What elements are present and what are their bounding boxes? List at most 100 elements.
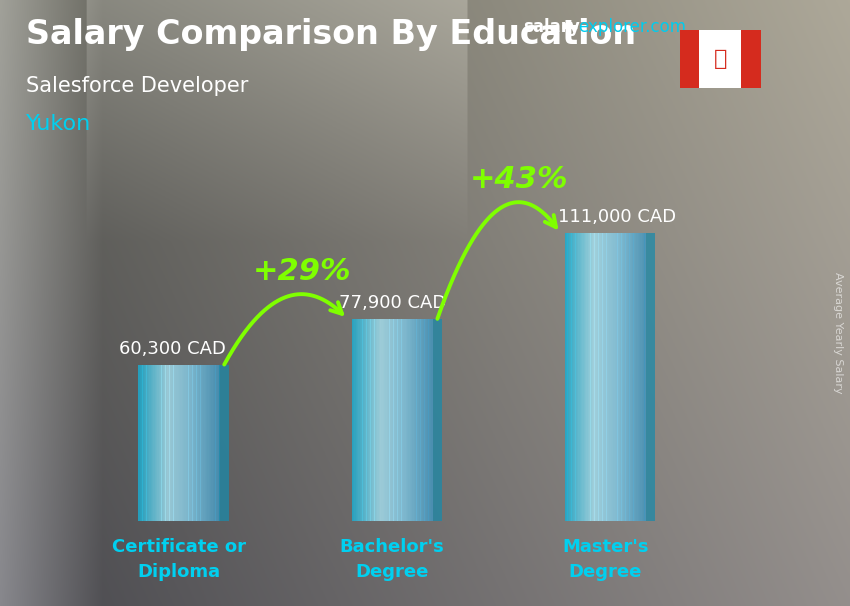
Bar	[360, 319, 361, 521]
Bar	[141, 365, 143, 521]
Bar	[196, 365, 198, 521]
Bar	[190, 365, 191, 521]
Bar	[155, 365, 156, 521]
Bar	[577, 233, 578, 521]
Bar	[152, 365, 154, 521]
Bar	[589, 233, 591, 521]
Bar	[183, 365, 184, 521]
Bar	[394, 319, 395, 521]
Bar	[376, 319, 377, 521]
Bar	[626, 233, 627, 521]
Bar	[212, 365, 214, 521]
Text: salary: salary	[523, 18, 580, 36]
Text: 60,300 CAD: 60,300 CAD	[119, 340, 226, 358]
Bar	[609, 233, 611, 521]
Bar	[410, 319, 411, 521]
Bar	[171, 365, 173, 521]
Bar	[415, 319, 416, 521]
Bar	[205, 365, 206, 521]
Bar	[626, 233, 628, 521]
Bar	[380, 319, 382, 521]
Bar	[414, 319, 415, 521]
Bar	[166, 365, 167, 521]
Bar	[394, 319, 396, 521]
Bar	[640, 233, 642, 521]
Bar	[368, 319, 369, 521]
Bar	[371, 319, 372, 521]
Bar	[427, 319, 428, 521]
Bar	[430, 319, 431, 521]
Bar	[168, 365, 170, 521]
Bar	[382, 319, 384, 521]
Bar	[612, 233, 614, 521]
Bar	[355, 319, 357, 521]
Bar	[139, 365, 140, 521]
Bar	[167, 365, 168, 521]
Bar	[144, 365, 145, 521]
Bar	[396, 319, 398, 521]
Bar	[388, 319, 389, 521]
Bar	[385, 319, 387, 521]
Bar	[162, 365, 164, 521]
Bar	[162, 365, 163, 521]
Bar	[619, 233, 620, 521]
Bar	[378, 319, 380, 521]
Bar	[423, 319, 425, 521]
Bar	[594, 233, 596, 521]
Bar	[601, 233, 603, 521]
Bar	[615, 233, 616, 521]
Bar	[384, 319, 386, 521]
Bar	[143, 365, 144, 521]
Bar	[613, 233, 615, 521]
Bar	[628, 233, 630, 521]
Bar	[362, 319, 364, 521]
Bar	[184, 365, 186, 521]
Bar	[633, 233, 635, 521]
Bar	[354, 319, 356, 521]
Bar	[624, 233, 626, 521]
Bar	[567, 233, 569, 521]
Bar	[399, 319, 400, 521]
Bar	[194, 365, 196, 521]
Bar	[412, 319, 414, 521]
Bar	[218, 365, 219, 521]
Bar	[422, 319, 423, 521]
Bar	[426, 319, 428, 521]
Text: Salesforce Developer: Salesforce Developer	[26, 76, 248, 96]
Bar	[187, 365, 189, 521]
Bar	[433, 319, 442, 521]
Bar	[564, 233, 566, 521]
Bar	[636, 233, 638, 521]
Bar	[215, 365, 217, 521]
Bar	[581, 233, 582, 521]
Bar	[208, 365, 210, 521]
Bar	[431, 319, 433, 521]
Bar	[584, 233, 585, 521]
Bar	[180, 365, 182, 521]
Bar	[153, 365, 155, 521]
Bar	[593, 233, 594, 521]
Bar	[156, 365, 157, 521]
Bar	[575, 233, 577, 521]
Bar	[369, 319, 371, 521]
Bar	[407, 319, 409, 521]
Bar	[389, 319, 391, 521]
Bar	[598, 233, 600, 521]
Bar	[600, 233, 601, 521]
Bar	[741, 30, 761, 88]
Bar	[391, 319, 392, 521]
Bar	[400, 319, 402, 521]
Bar	[139, 365, 141, 521]
Text: +43%: +43%	[469, 165, 568, 195]
Bar	[365, 319, 366, 521]
Bar	[617, 233, 619, 521]
Bar	[203, 365, 205, 521]
Bar	[569, 233, 570, 521]
Bar	[207, 365, 209, 521]
Bar	[620, 233, 621, 521]
Bar	[353, 319, 354, 521]
Bar	[566, 233, 568, 521]
Bar	[398, 319, 399, 521]
Bar	[201, 365, 203, 521]
Bar	[352, 319, 353, 521]
